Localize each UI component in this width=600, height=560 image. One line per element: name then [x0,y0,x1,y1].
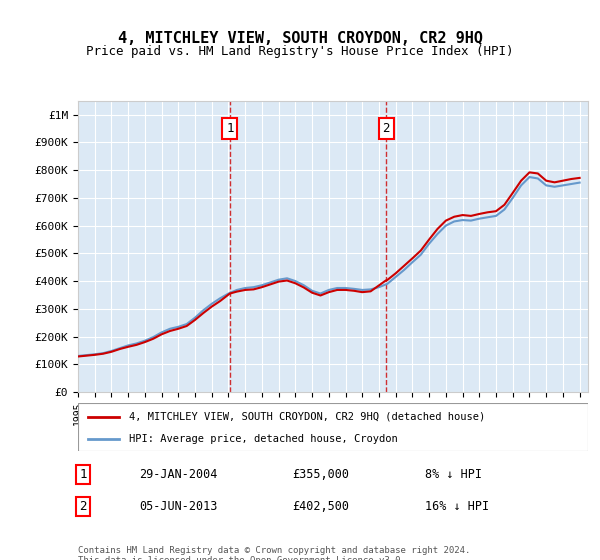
Text: Price paid vs. HM Land Registry's House Price Index (HPI): Price paid vs. HM Land Registry's House … [86,45,514,58]
Text: 05-JUN-2013: 05-JUN-2013 [139,500,218,514]
Text: £355,000: £355,000 [292,468,349,481]
Text: 4, MITCHLEY VIEW, SOUTH CROYDON, CR2 9HQ (detached house): 4, MITCHLEY VIEW, SOUTH CROYDON, CR2 9HQ… [129,412,485,422]
Text: £402,500: £402,500 [292,500,349,514]
Text: HPI: Average price, detached house, Croydon: HPI: Average price, detached house, Croy… [129,434,398,444]
Text: 8% ↓ HPI: 8% ↓ HPI [425,468,482,481]
Text: 1: 1 [226,122,233,135]
Text: 4, MITCHLEY VIEW, SOUTH CROYDON, CR2 9HQ: 4, MITCHLEY VIEW, SOUTH CROYDON, CR2 9HQ [118,31,482,46]
FancyBboxPatch shape [78,403,588,451]
Text: 1: 1 [79,468,87,481]
Text: 29-JAN-2004: 29-JAN-2004 [139,468,218,481]
Text: 16% ↓ HPI: 16% ↓ HPI [425,500,489,514]
Text: 2: 2 [79,500,87,514]
Text: 2: 2 [382,122,390,135]
Text: Contains HM Land Registry data © Crown copyright and database right 2024.
This d: Contains HM Land Registry data © Crown c… [78,546,470,560]
